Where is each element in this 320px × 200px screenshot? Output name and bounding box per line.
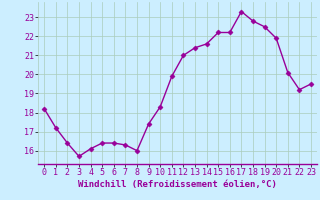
X-axis label: Windchill (Refroidissement éolien,°C): Windchill (Refroidissement éolien,°C) <box>78 180 277 189</box>
